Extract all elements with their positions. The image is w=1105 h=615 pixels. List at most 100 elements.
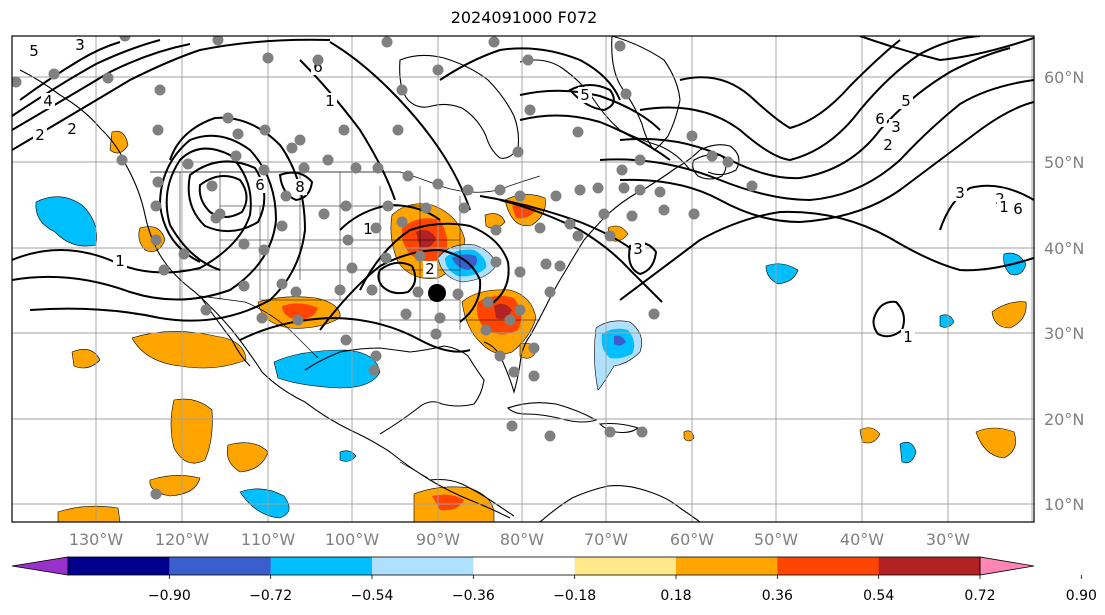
contour-line [198, 175, 248, 218]
contour-label: 1 [999, 198, 1009, 216]
coastline-labrador [519, 59, 691, 171]
station-marker [396, 216, 408, 228]
station-marker [540, 258, 552, 270]
colorbar-segment [676, 557, 778, 575]
station-markers [12, 36, 758, 500]
station-marker [432, 64, 444, 76]
anomaly-region-nj-orange [484, 213, 506, 229]
contour-label-bg [113, 253, 127, 269]
longitude-label: 120°W [155, 530, 210, 549]
contour-line [619, 210, 1034, 301]
contour-label: 1 [363, 220, 373, 238]
station-marker [400, 308, 412, 320]
station-marker [604, 426, 616, 438]
colorbar-segment [372, 557, 474, 575]
contour-line [679, 39, 901, 130]
graticule [12, 36, 1034, 522]
station-marker [238, 238, 250, 250]
longitude-label: 130°W [69, 530, 124, 549]
station-marker [636, 426, 648, 438]
station-marker [258, 164, 270, 176]
contour-label-bg [65, 121, 79, 137]
latitude-label: 60°N [1044, 68, 1084, 87]
anomaly-region-atlantic-orange-3 [859, 427, 881, 444]
station-marker [480, 324, 492, 336]
station-marker [550, 190, 562, 202]
coastline-gulf [304, 345, 485, 435]
contour-label-bg [873, 111, 887, 127]
station-marker [340, 200, 352, 212]
station-marker [514, 190, 526, 202]
contour-line [29, 116, 307, 322]
longitude-label: 30°W [926, 530, 970, 549]
contour-label-bg [881, 137, 895, 153]
anomaly-region-camerica-red [432, 494, 464, 511]
contour-line [12, 38, 331, 151]
anomaly-region-epac-orange-5 [57, 505, 121, 522]
station-marker [722, 156, 734, 168]
station-marker [528, 342, 540, 354]
contour-line [619, 47, 1011, 180]
contour-label: 3 [955, 184, 965, 202]
station-marker [452, 288, 464, 300]
station-marker [150, 234, 162, 246]
contour-label-bg [33, 127, 47, 143]
contour-label: 6 [255, 176, 265, 194]
station-marker [614, 40, 626, 52]
contour-label: 1 [115, 252, 125, 270]
contour-label: 1 [325, 92, 335, 110]
station-marker [298, 162, 310, 174]
station-marker [338, 124, 350, 136]
station-marker [372, 162, 384, 174]
contour-line [872, 300, 905, 338]
anomaly-region-atlantic-blue-2 [765, 263, 799, 285]
anomaly-region-atlantic-blue-5 [899, 441, 917, 464]
colorbar-tick-label: 0.36 [762, 588, 793, 604]
station-marker [294, 134, 306, 146]
contour-label-bg [1011, 201, 1025, 217]
contour-line [377, 261, 417, 295]
contour-line [12, 39, 161, 117]
station-marker [392, 124, 404, 136]
border-us-mexico [199, 295, 319, 359]
contour-line [329, 41, 471, 211]
station-marker [200, 304, 212, 316]
contour-label-bg [423, 261, 437, 277]
contour-line [319, 248, 482, 331]
station-marker [554, 260, 566, 272]
station-marker [482, 296, 494, 308]
contour-line [568, 84, 615, 112]
contour-line [519, 114, 671, 161]
anomaly-region-atlantic-orange-4 [975, 427, 1016, 459]
station-marker [544, 286, 556, 298]
colorbar-segment [169, 557, 272, 575]
station-marker [618, 182, 630, 194]
station-marker [620, 88, 632, 100]
colorbar-segment [473, 557, 576, 575]
station-marker [152, 124, 164, 136]
station-marker [572, 230, 584, 242]
anomaly-region-atlantic-purple [614, 335, 626, 346]
colorbar [11, 556, 1035, 576]
station-marker [524, 104, 536, 116]
station-marker [626, 210, 638, 222]
colorbar-extend-high [979, 556, 1035, 576]
latitude-labels: 60°N 50°N 40°N 30°N 20°N 10°N [1044, 68, 1084, 514]
station-marker [458, 202, 470, 214]
coastline-central-america [429, 478, 515, 517]
station-marker [414, 250, 426, 262]
station-marker [119, 36, 131, 42]
station-marker [222, 112, 234, 124]
station-marker [340, 334, 352, 346]
station-marker [396, 84, 408, 96]
contour-line [187, 160, 266, 233]
station-marker [182, 158, 194, 170]
colorbar-segment [574, 557, 677, 575]
station-marker [494, 184, 506, 196]
contour-label: 3 [891, 118, 901, 136]
contour-line [499, 199, 663, 303]
station-marker [334, 284, 346, 296]
station-marker [534, 222, 546, 234]
station-marker [544, 430, 556, 442]
